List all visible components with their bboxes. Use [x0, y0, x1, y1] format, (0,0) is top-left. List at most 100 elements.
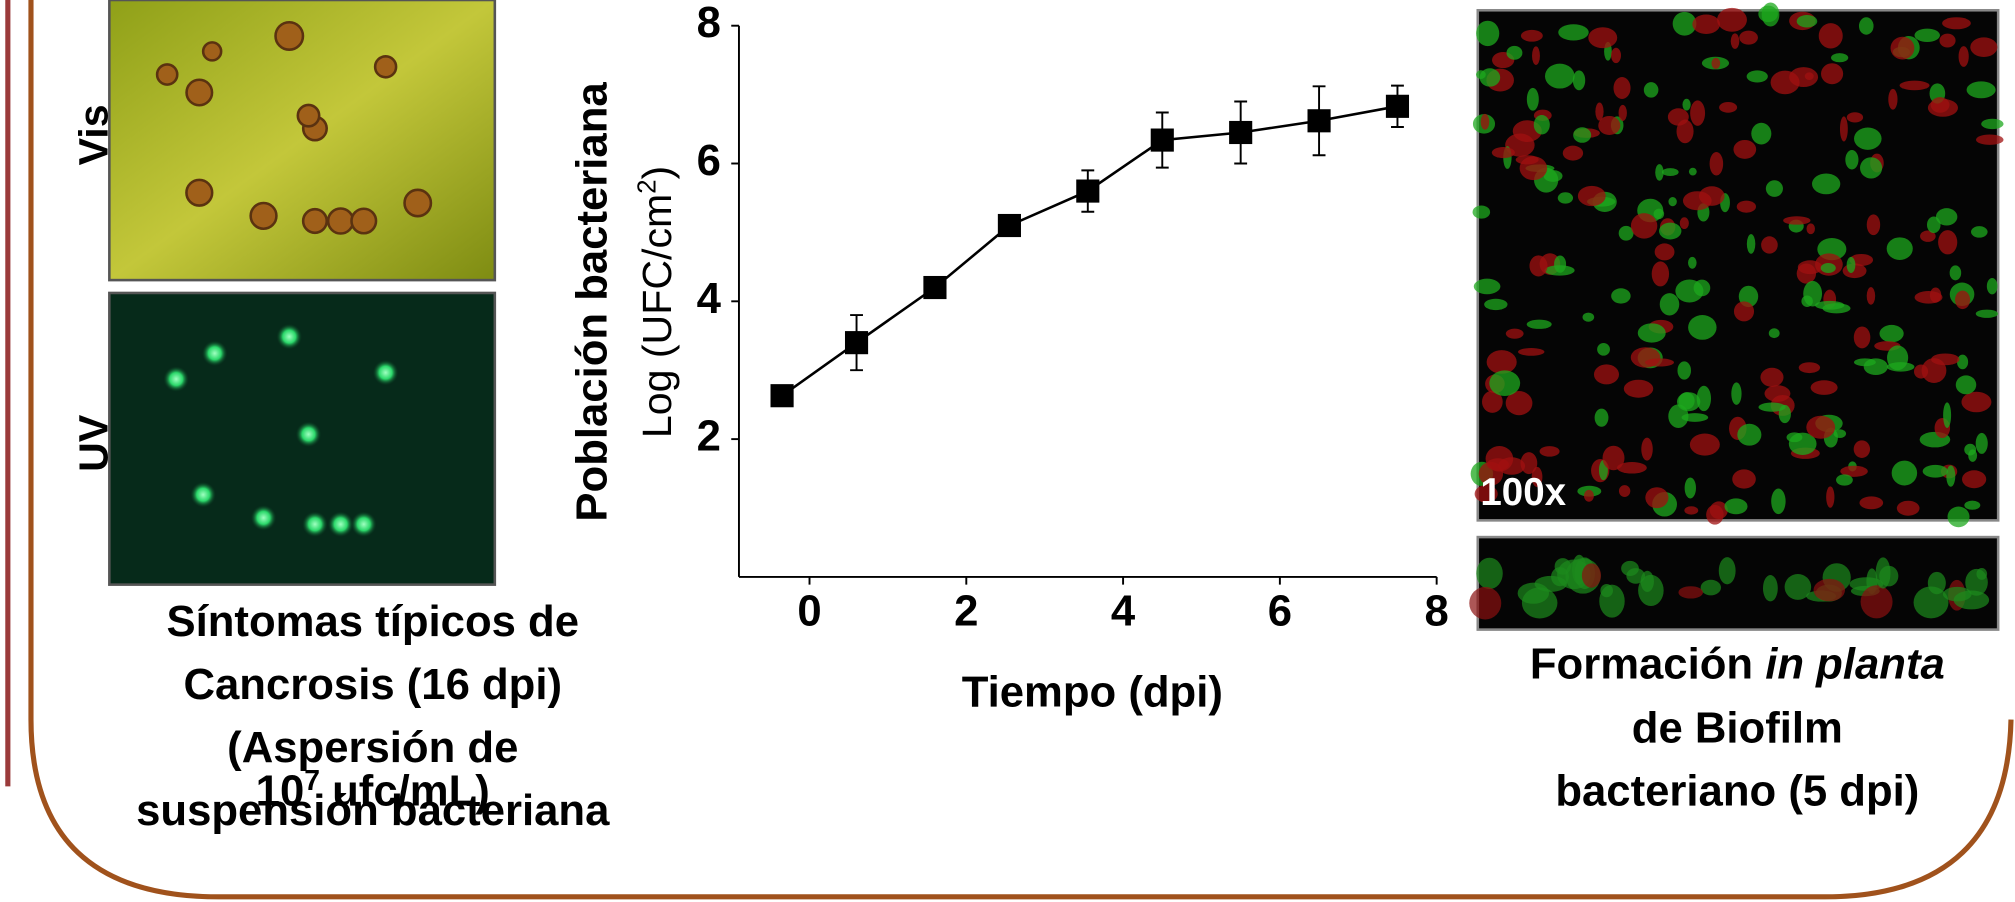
blob [1796, 14, 1818, 28]
blob [1520, 29, 1543, 42]
x-axis-label: Tiempo (dpi) [962, 668, 1223, 717]
blob [1849, 253, 1874, 266]
blob [1472, 205, 1491, 219]
uv-spot [250, 504, 277, 531]
blob [1491, 147, 1515, 159]
uv-spot [295, 421, 322, 448]
data-point [770, 384, 794, 408]
blob [1709, 151, 1724, 176]
caption-sup: 7 [304, 764, 320, 796]
blob [1543, 170, 1563, 182]
x-tick-label: 0 [797, 587, 821, 636]
uv-spot [350, 511, 377, 538]
blob [1474, 485, 1498, 503]
blob [1679, 217, 1689, 230]
blob [1532, 46, 1540, 65]
blob [1784, 573, 1812, 600]
data-point [1385, 94, 1410, 118]
blob [1929, 287, 1942, 303]
blob [1558, 24, 1589, 41]
blob [1531, 466, 1543, 487]
blob [1469, 586, 1502, 620]
blob [1641, 437, 1653, 461]
blob [1875, 557, 1891, 589]
blob [1520, 452, 1538, 475]
blob [1810, 380, 1838, 395]
blob [1768, 328, 1780, 339]
blob [1709, 501, 1728, 520]
blob [1975, 432, 1988, 454]
blob [1572, 70, 1586, 91]
blob [1731, 382, 1742, 405]
blob [1831, 53, 1849, 63]
blob [1858, 17, 1874, 35]
blob [1659, 293, 1680, 316]
blob [1866, 214, 1881, 236]
blob [1853, 440, 1871, 458]
y-axis-label-sup: 2 [633, 179, 661, 193]
blob [1611, 47, 1622, 64]
lesion [350, 207, 378, 235]
blob [1573, 127, 1592, 143]
blob [1854, 127, 1882, 150]
y-tick-label: 6 [697, 136, 721, 185]
blob [1762, 575, 1778, 602]
data-point [1150, 128, 1174, 152]
lesion [373, 55, 398, 79]
blob [1966, 81, 1996, 99]
blob [1682, 191, 1712, 211]
blob [1534, 575, 1567, 592]
blob [1846, 112, 1864, 123]
blob [1971, 226, 1988, 238]
caption-part: ufc/mL) [320, 767, 490, 816]
uv-spot [190, 481, 217, 508]
vis-label: Vis [70, 104, 116, 165]
blob [1724, 498, 1748, 515]
blob [1981, 118, 2004, 130]
blob [1654, 243, 1675, 261]
y-tick-label: 8 [697, 0, 721, 47]
blob [1497, 457, 1526, 475]
blob [1505, 328, 1524, 339]
blob [1616, 462, 1647, 474]
blob [1595, 102, 1604, 121]
uv-spot [163, 366, 190, 392]
blob [1696, 385, 1712, 412]
blob [1761, 2, 1780, 27]
blob [1684, 477, 1696, 499]
lesion [403, 188, 433, 218]
blob [1583, 489, 1594, 502]
blob [1651, 261, 1670, 287]
blob [1783, 216, 1811, 225]
blob [1845, 149, 1859, 170]
blob [1922, 464, 1948, 478]
blob [1949, 265, 1962, 281]
blob [1976, 134, 2004, 145]
lesion [185, 78, 214, 107]
blob [1684, 506, 1699, 515]
blob [1976, 567, 1988, 580]
blob [1839, 116, 1848, 142]
blob [1505, 391, 1533, 416]
blob [1938, 230, 1958, 255]
blob [1476, 557, 1503, 590]
blob [1890, 36, 1915, 60]
data-point [844, 331, 869, 355]
blob [1846, 256, 1856, 273]
blob [1659, 222, 1682, 240]
blob [1986, 278, 1998, 295]
series-line [781, 105, 1398, 397]
blob [1481, 390, 1503, 413]
blob [1840, 465, 1868, 477]
y-tick-label: 2 [697, 412, 721, 461]
caption-line: (Aspersión de [227, 723, 518, 772]
blob [1913, 586, 1949, 619]
uv-spot [302, 511, 328, 538]
blob [1826, 486, 1835, 508]
blob [1690, 100, 1706, 126]
blob [1943, 402, 1952, 428]
blob [1801, 295, 1813, 307]
blob [1533, 115, 1550, 135]
blob [1473, 278, 1501, 295]
